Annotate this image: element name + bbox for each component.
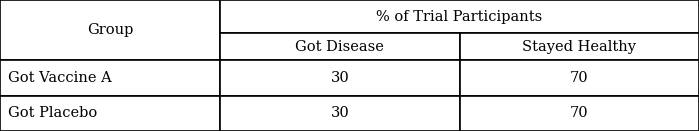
Bar [460, 61, 699, 96]
Text: % of Trial Participants: % of Trial Participants [377, 10, 542, 24]
Bar [0, 0, 220, 61]
Text: Got Vaccine A: Got Vaccine A [8, 71, 112, 85]
Text: Group: Group [87, 23, 134, 37]
Text: 30: 30 [331, 71, 350, 85]
Bar [0, 96, 220, 131]
Text: 70: 70 [570, 106, 589, 120]
Bar [460, 33, 699, 61]
Bar [0, 61, 220, 96]
Text: Got Disease: Got Disease [296, 40, 384, 54]
Bar [220, 0, 699, 33]
Text: Stayed Healthy: Stayed Healthy [522, 40, 636, 54]
Text: 70: 70 [570, 71, 589, 85]
Bar [220, 61, 460, 96]
Text: Got Placebo: Got Placebo [8, 106, 97, 120]
Text: 30: 30 [331, 106, 350, 120]
Bar [220, 33, 460, 61]
Bar [460, 96, 699, 131]
Bar [220, 96, 460, 131]
